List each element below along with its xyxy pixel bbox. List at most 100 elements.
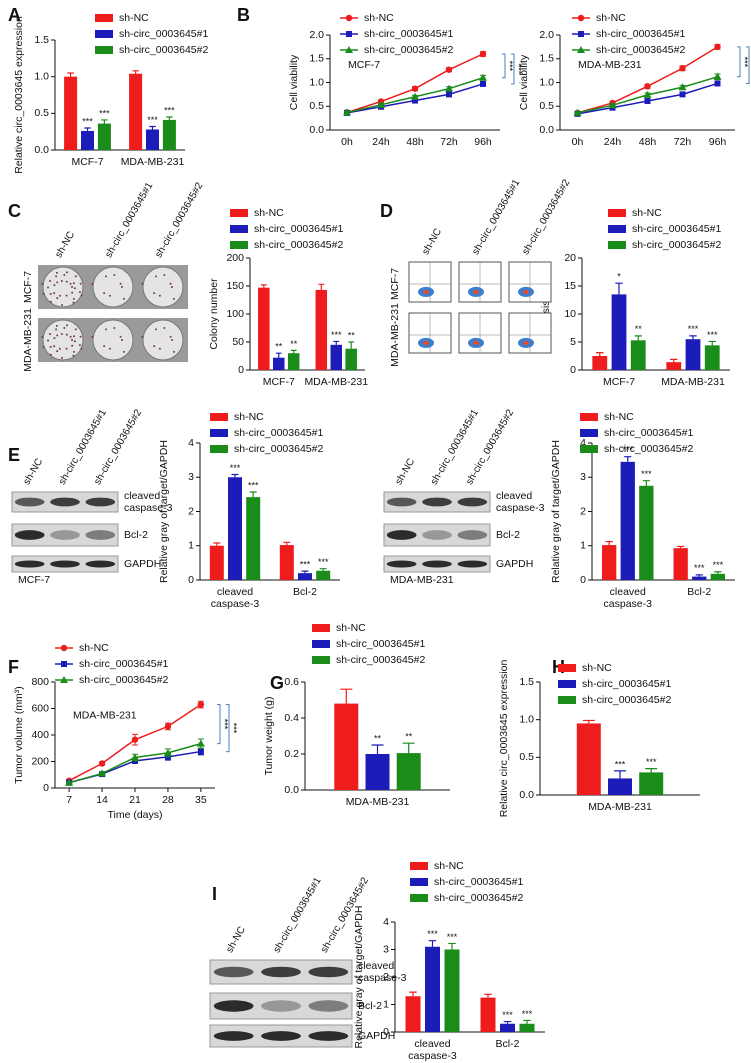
- legend-swatch: [312, 656, 330, 664]
- x-tick-label: Bcl-2: [293, 586, 317, 598]
- colony: [56, 350, 59, 353]
- colony: [113, 327, 116, 330]
- bar: [97, 123, 111, 150]
- significance: ***: [229, 723, 239, 734]
- bracket: [511, 53, 515, 85]
- colony: [56, 297, 59, 300]
- band: [261, 966, 301, 978]
- colony: [55, 328, 58, 331]
- y-tick-label: 0.0: [284, 784, 299, 796]
- bar: [620, 461, 635, 580]
- legend-label: sh-NC: [364, 12, 394, 24]
- colony: [53, 337, 56, 340]
- colony: [71, 344, 74, 347]
- x-tick-label: MDA-MB-231: [588, 801, 652, 813]
- legend-label: sh-circ_0003645#2: [234, 443, 323, 455]
- colony: [171, 339, 173, 341]
- colony: [41, 282, 44, 285]
- colony: [169, 282, 172, 285]
- y-axis-label: Tumor weight (g): [263, 697, 275, 776]
- legend-marker: [577, 46, 585, 53]
- y-axis-label: Cell viability: [288, 54, 300, 110]
- significance: ***: [740, 57, 750, 68]
- flow-core: [473, 289, 479, 294]
- lane-label: sh-NC: [53, 230, 77, 260]
- y-tick-label: 3: [580, 471, 586, 483]
- y-axis-label: Relative circ_0003645 expression: [13, 16, 25, 174]
- marker: [679, 91, 686, 98]
- marker: [644, 83, 651, 90]
- y-tick-label: 2: [383, 971, 389, 983]
- colony: [49, 292, 52, 295]
- significance: ***: [331, 330, 342, 340]
- error-bar: [371, 744, 384, 754]
- significance: ***: [82, 116, 93, 126]
- significance: ***: [147, 115, 158, 125]
- x-tick-label: 48h: [406, 136, 424, 148]
- colony: [79, 282, 82, 285]
- bar: [228, 477, 242, 580]
- marker: [445, 84, 453, 92]
- marker: [411, 92, 419, 100]
- legend-marker: [60, 676, 68, 683]
- colony: [49, 353, 52, 356]
- x-tick-label: MCF-7: [263, 376, 295, 388]
- legend-label: sh-circ_0003645#1: [596, 28, 685, 40]
- colony: [65, 280, 68, 283]
- legend-swatch: [410, 862, 428, 870]
- band-label: Bcl-2: [496, 529, 520, 541]
- significance: **: [290, 339, 298, 349]
- colony: [108, 294, 111, 297]
- marker: [197, 701, 205, 708]
- colony: [153, 345, 156, 348]
- y-axis-label: Relative gray of target/GAPDH: [550, 440, 562, 583]
- x-tick-label: 7: [66, 794, 72, 806]
- error-bar: [615, 282, 623, 295]
- x-tick-label: 0h: [341, 136, 353, 148]
- legend-marker: [577, 14, 585, 22]
- y-tick-label: 1.0: [539, 76, 554, 88]
- y-tick-label: 1.5: [309, 53, 324, 65]
- y-tick-label: 600: [31, 702, 49, 714]
- legend-label: sh-NC: [119, 12, 149, 24]
- colony: [72, 354, 75, 357]
- error-bar: [634, 335, 642, 341]
- significance: ***: [615, 759, 626, 769]
- legend-label: sh-NC: [234, 411, 264, 423]
- error-bar: [260, 284, 267, 288]
- legend-label: sh-circ_0003645#2: [632, 239, 721, 251]
- x-tick-label: MCF-7: [71, 156, 103, 168]
- colony: [63, 327, 66, 330]
- colony: [121, 286, 123, 288]
- y-tick-label: 0.6: [284, 676, 299, 688]
- colony: [169, 335, 172, 338]
- bar: [287, 353, 300, 370]
- legend-swatch: [580, 429, 598, 437]
- blot-caption: MCF-7: [18, 574, 50, 586]
- blot-bg: [383, 523, 491, 547]
- band-label: GAPDH: [358, 1030, 395, 1042]
- x-tick-label: 0h: [572, 136, 584, 148]
- legend-swatch: [608, 241, 626, 249]
- legend-swatch: [95, 46, 113, 54]
- bar: [611, 294, 627, 370]
- legend-swatch: [558, 664, 576, 672]
- bar: [345, 348, 357, 370]
- x-tick-label: cleaved caspase-3: [211, 586, 260, 610]
- significance: *: [617, 272, 621, 282]
- error-bar: [645, 768, 658, 773]
- marker: [197, 748, 204, 755]
- significance: **: [348, 330, 356, 340]
- legend-label: sh-NC: [254, 207, 284, 219]
- colony: [47, 339, 50, 342]
- bar: [396, 753, 421, 790]
- marker: [98, 760, 106, 767]
- colony: [71, 339, 73, 341]
- y-tick-label: 0.2: [284, 748, 299, 760]
- bar: [246, 497, 261, 580]
- panel-label: A: [8, 5, 21, 25]
- y-tick-label: 100: [226, 308, 244, 320]
- band: [261, 1000, 301, 1012]
- legend-marker: [345, 14, 353, 22]
